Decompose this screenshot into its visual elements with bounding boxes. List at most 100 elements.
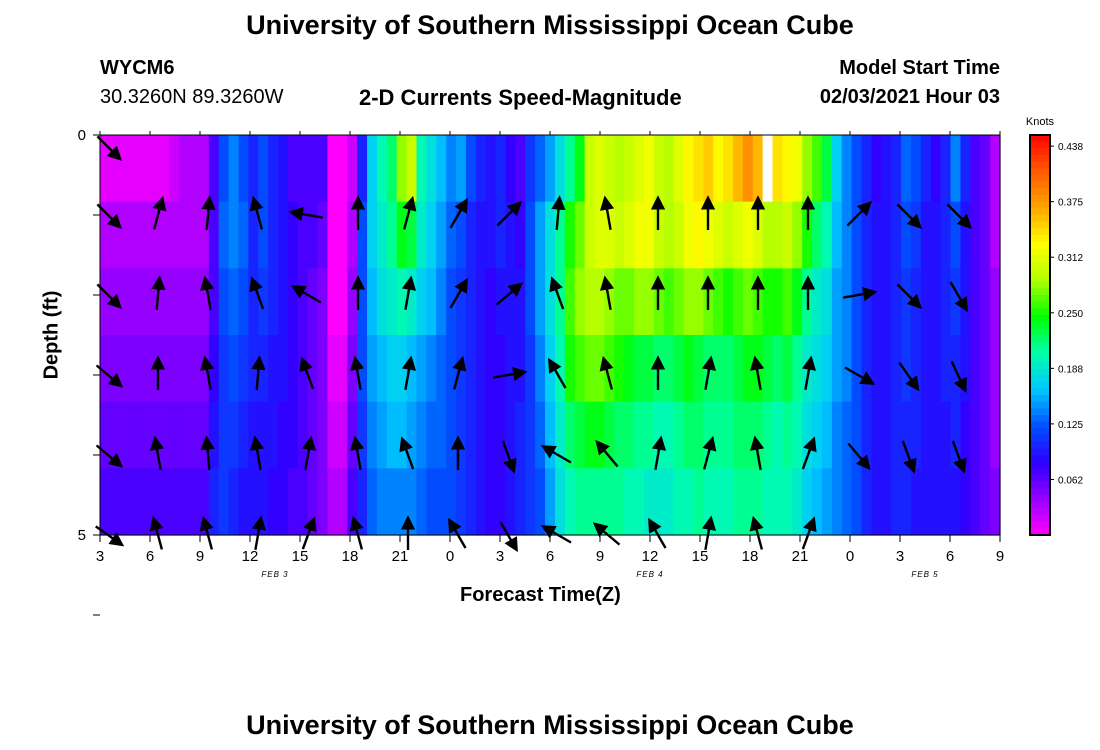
- current-arrow: [801, 355, 817, 390]
- current-arrow: [96, 283, 123, 310]
- heatmap-cell: [228, 401, 240, 469]
- heatmap-cell: [396, 401, 408, 469]
- current-arrow: [898, 362, 920, 392]
- heatmap-cell: [742, 135, 754, 203]
- heatmap-cell: [535, 268, 546, 336]
- heatmap-cell: [139, 401, 151, 469]
- heatmap-cell: [920, 135, 932, 203]
- heatmap-cell: [891, 468, 902, 536]
- heatmap-cell: [663, 201, 675, 269]
- current-arrow: [449, 277, 468, 309]
- heatmap-cell: [693, 135, 704, 203]
- current-arrow: [896, 203, 923, 230]
- heatmap-cell: [327, 268, 338, 336]
- heatmap-cell: [634, 468, 645, 536]
- colorbar-segment: [1030, 428, 1050, 436]
- x-tick-label: 9: [596, 548, 604, 565]
- colorbar-segment: [1030, 368, 1050, 376]
- heatmap-cell: [802, 468, 813, 536]
- heatmap-cell: [614, 468, 625, 536]
- heatmap-cell: [643, 468, 655, 536]
- heatmap-cell: [238, 335, 249, 403]
- heatmap-cell: [317, 268, 329, 336]
- current-arrow: [946, 203, 973, 230]
- heatmap-cell: [367, 401, 378, 469]
- heatmap-cell: [871, 401, 882, 469]
- heatmap-cell: [624, 335, 635, 403]
- heatmap-cell: [218, 135, 230, 203]
- heatmap-cell: [574, 468, 586, 536]
- heatmap-cell: [347, 268, 358, 336]
- heatmap-cell: [426, 268, 437, 336]
- heatmap-cell: [386, 335, 398, 403]
- heatmap-cell: [218, 468, 230, 536]
- x-tick-label: 21: [392, 548, 409, 565]
- current-arrow: [199, 515, 214, 550]
- heatmap-cell: [208, 401, 220, 469]
- heatmap-cell: [742, 268, 754, 336]
- heatmap-cell: [327, 201, 338, 269]
- heatmap-cell: [673, 468, 685, 536]
- colorbar-segment: [1030, 301, 1050, 309]
- heatmap-cell: [218, 201, 230, 269]
- heatmap-cell: [881, 268, 892, 336]
- heatmap-cell: [436, 401, 447, 469]
- current-arrow: [95, 525, 125, 547]
- heatmap-cell: [159, 135, 170, 203]
- current-arrow: [452, 355, 467, 390]
- x-axis-label: Forecast Time(Z): [460, 584, 621, 606]
- colorbar-tick-label: 0.125: [1058, 420, 1083, 431]
- heatmap-cell: [792, 401, 803, 469]
- colorbar-segment: [1030, 181, 1050, 189]
- heatmap-cell: [258, 201, 269, 269]
- heatmap-cell: [436, 135, 447, 203]
- heatmap-cell: [367, 135, 378, 203]
- current-arrow: [401, 275, 417, 310]
- heatmap-cell: [159, 401, 170, 469]
- heatmap-cell: [851, 335, 863, 403]
- heatmap-cell: [307, 201, 319, 269]
- heatmap-cell: [109, 335, 121, 403]
- heatmap-cell: [268, 268, 279, 336]
- heatmap-cell: [821, 201, 833, 269]
- heatmap-cell: [901, 135, 912, 203]
- heatmap-cell: [426, 401, 437, 469]
- heatmap-cell: [930, 135, 942, 203]
- heatmap-cell: [920, 201, 932, 269]
- heatmap-cell: [515, 201, 526, 269]
- heatmap-cell: [772, 401, 784, 469]
- chart-title-bottom: University of Southern Mississippi Ocean…: [246, 710, 854, 740]
- heatmap-cell: [554, 401, 566, 469]
- colorbar-frame: [1029, 134, 1051, 536]
- heatmap-cell: [782, 201, 793, 269]
- current-arrow: [701, 355, 717, 390]
- heatmap-cell: [643, 268, 655, 336]
- heatmap-cell: [782, 335, 793, 403]
- heatmap-cell: [475, 135, 487, 203]
- heatmap-cell: [812, 268, 823, 336]
- heatmap-cell: [456, 468, 467, 536]
- heatmap-cell: [258, 401, 269, 469]
- colorbar-segment: [1030, 408, 1050, 416]
- heatmap-cell: [980, 468, 991, 536]
- heatmap-cell: [624, 268, 635, 336]
- current-arrow: [495, 282, 524, 306]
- heatmap-cell: [861, 401, 873, 469]
- heatmap-cell: [287, 468, 299, 536]
- heatmap-cell: [446, 335, 457, 403]
- heatmap-cell: [930, 468, 942, 536]
- heatmap-cell: [376, 335, 388, 403]
- x-tick-label: 12: [242, 548, 259, 565]
- heatmap-cell: [851, 201, 863, 269]
- heatmap-cell: [337, 268, 348, 336]
- heatmap-cell: [812, 201, 823, 269]
- colorbar-segment: [1030, 188, 1050, 196]
- heatmap-cell: [762, 201, 774, 269]
- heatmap-cell: [416, 268, 427, 336]
- current-arrow: [843, 286, 878, 302]
- heatmap-cell: [179, 135, 190, 203]
- heatmap-cell: [475, 468, 487, 536]
- heatmap-cell: [851, 468, 863, 536]
- current-arrow: [401, 355, 417, 390]
